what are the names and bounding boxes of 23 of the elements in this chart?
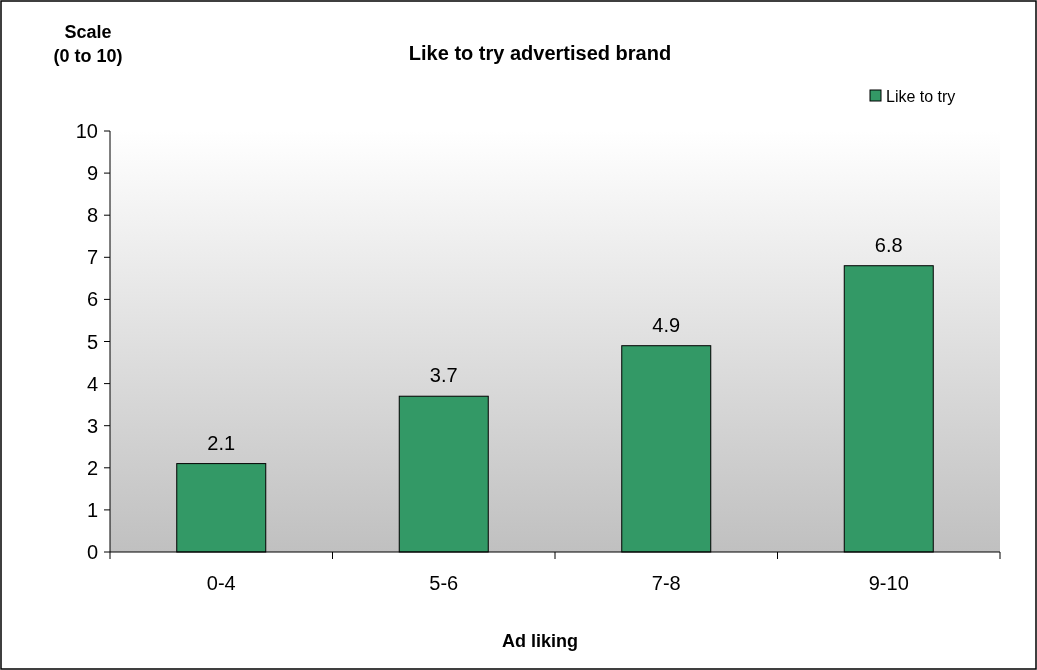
y-tick-label: 7 <box>86 246 98 269</box>
y-tick-label: 10 <box>75 120 98 142</box>
x-axis-title: Ad liking <box>502 631 578 651</box>
y-tick-label: 6 <box>86 288 98 311</box>
y-tick-label: 8 <box>86 204 98 227</box>
x-tick-label: 5-6 <box>429 572 459 594</box>
chart-title: Like to try advertised brand <box>408 42 672 64</box>
x-tick-label: 7-8 <box>651 572 681 594</box>
legend-label: Like to try <box>886 87 956 105</box>
data-label: 2.1 <box>207 431 236 454</box>
data-label: 3.7 <box>429 364 458 387</box>
y-tick-label: 2 <box>86 456 98 479</box>
y-tick-label: 5 <box>86 330 98 353</box>
data-label: 4.9 <box>652 313 681 336</box>
y-tick-label: 4 <box>86 372 98 395</box>
y-tick-label: 9 <box>86 162 98 185</box>
data-label: 6.8 <box>874 233 903 256</box>
y-axis-title: Scale (0 to 10) <box>53 22 123 66</box>
y-tick-label: 3 <box>86 414 98 437</box>
x-tick-label: 9-10 <box>868 572 909 594</box>
y-tick-label: 0 <box>86 541 98 563</box>
x-tick-label: 0-4 <box>206 572 236 594</box>
y-tick-label: 1 <box>86 498 98 521</box>
